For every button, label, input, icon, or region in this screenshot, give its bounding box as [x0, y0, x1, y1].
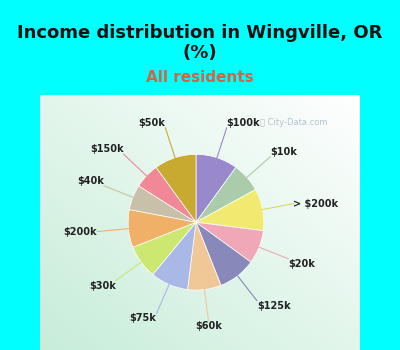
Wedge shape: [153, 222, 196, 289]
Text: $50k: $50k: [138, 118, 165, 128]
Text: ⓘ City-Data.com: ⓘ City-Data.com: [260, 118, 328, 127]
Wedge shape: [133, 222, 196, 274]
Text: $100k: $100k: [227, 118, 260, 128]
Text: $10k: $10k: [270, 147, 297, 157]
Wedge shape: [156, 154, 196, 222]
Text: $20k: $20k: [288, 259, 315, 269]
Text: All residents: All residents: [146, 70, 254, 85]
Wedge shape: [196, 190, 264, 231]
Text: $150k: $150k: [90, 144, 124, 154]
Text: $30k: $30k: [89, 281, 116, 290]
Wedge shape: [129, 186, 196, 222]
Text: Income distribution in Wingville, OR
(%): Income distribution in Wingville, OR (%): [17, 24, 383, 62]
Text: $40k: $40k: [77, 176, 104, 186]
Text: $200k: $200k: [64, 226, 97, 237]
Text: $75k: $75k: [130, 313, 157, 323]
Text: $60k: $60k: [195, 321, 222, 331]
Wedge shape: [196, 167, 256, 222]
Wedge shape: [196, 222, 251, 285]
Wedge shape: [196, 154, 236, 222]
Text: > $200k: > $200k: [294, 199, 338, 209]
Wedge shape: [188, 222, 221, 290]
Text: $125k: $125k: [257, 301, 290, 311]
Wedge shape: [128, 210, 196, 247]
Wedge shape: [196, 222, 263, 262]
Wedge shape: [139, 167, 196, 222]
